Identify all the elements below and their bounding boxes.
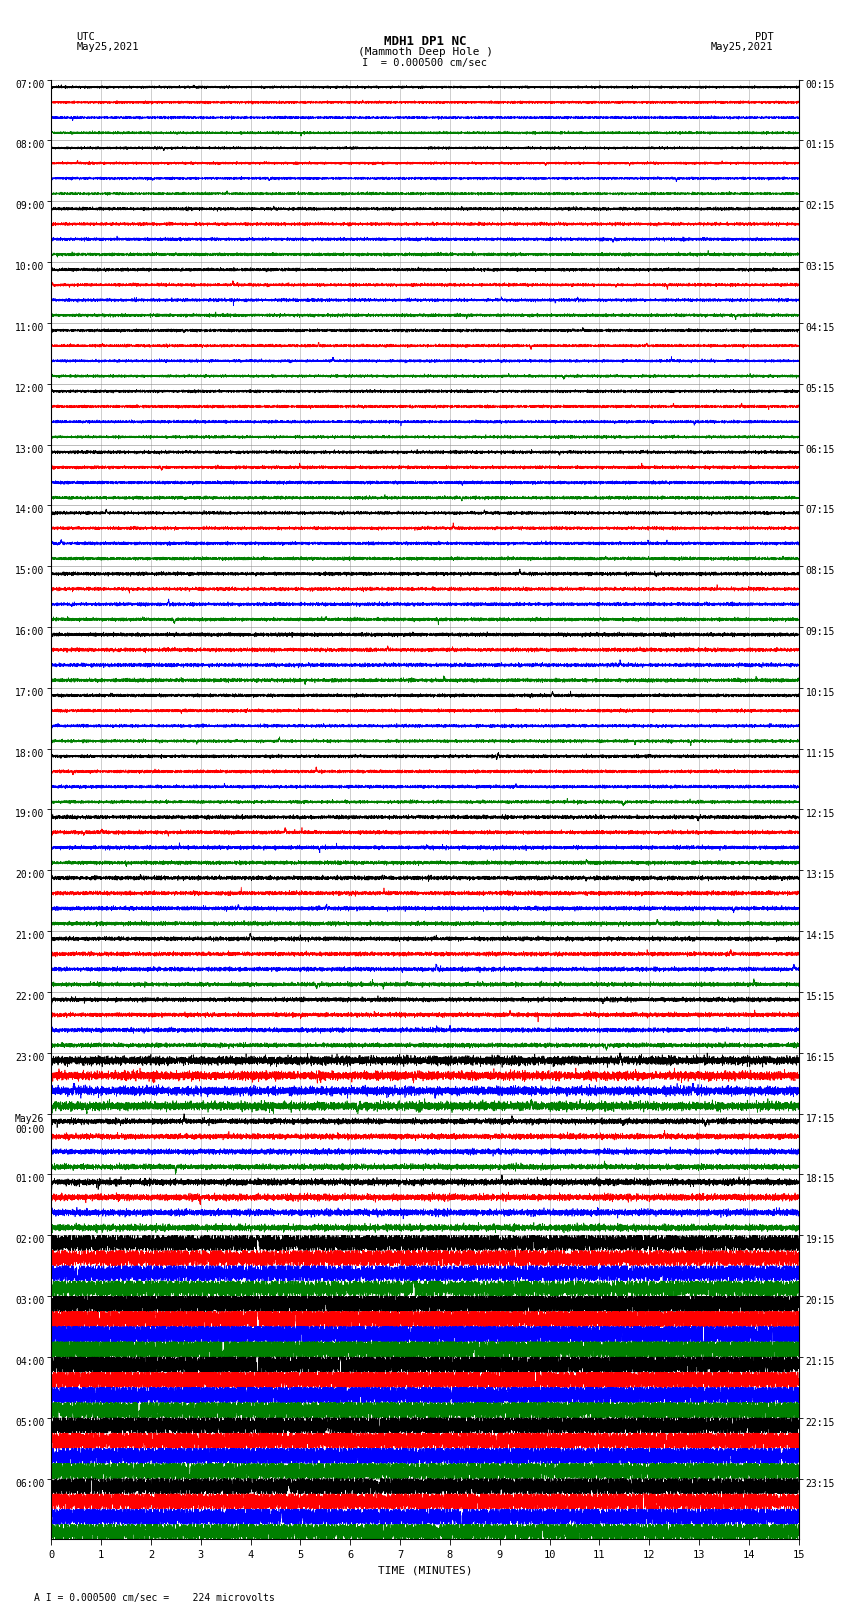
Text: (Mammoth Deep Hole ): (Mammoth Deep Hole ) — [358, 47, 492, 56]
Text: MDH1 DP1 NC: MDH1 DP1 NC — [383, 35, 467, 48]
Text: May25,2021: May25,2021 — [76, 42, 139, 52]
Text: I  = 0.000500 cm/sec: I = 0.000500 cm/sec — [362, 58, 488, 68]
Text: PDT: PDT — [755, 32, 774, 42]
Text: A I = 0.000500 cm/sec =    224 microvolts: A I = 0.000500 cm/sec = 224 microvolts — [34, 1594, 275, 1603]
X-axis label: TIME (MINUTES): TIME (MINUTES) — [377, 1566, 473, 1576]
Text: May25,2021: May25,2021 — [711, 42, 774, 52]
Text: UTC: UTC — [76, 32, 95, 42]
